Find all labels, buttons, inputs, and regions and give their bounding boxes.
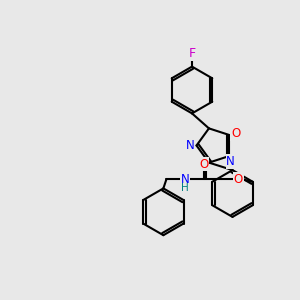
Text: N: N bbox=[226, 155, 235, 168]
Text: O: O bbox=[234, 173, 243, 186]
Text: F: F bbox=[188, 47, 196, 61]
Text: O: O bbox=[231, 127, 240, 140]
Text: N: N bbox=[185, 139, 194, 152]
Text: O: O bbox=[199, 158, 208, 171]
Text: H: H bbox=[181, 183, 189, 194]
Text: N: N bbox=[181, 173, 189, 186]
